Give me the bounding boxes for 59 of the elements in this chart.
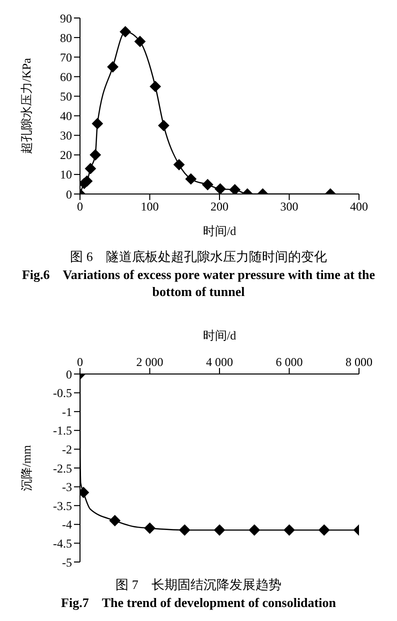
point xyxy=(84,163,96,174)
y-tick-label: 10 xyxy=(60,168,72,182)
y-tick-label: -3.5 xyxy=(53,498,72,513)
point xyxy=(120,26,131,38)
point xyxy=(214,183,226,194)
point xyxy=(214,524,225,536)
y-tick-label: -4 xyxy=(62,518,72,532)
point xyxy=(179,524,190,536)
x-tick-label: 2 000 xyxy=(136,355,164,369)
point xyxy=(109,515,120,526)
x-tick-label: 200 xyxy=(210,200,228,214)
x-axis-title: 时间/d xyxy=(202,224,236,238)
y-tick-label: -1 xyxy=(62,404,72,419)
x-tick-label: 400 xyxy=(350,200,368,214)
y-tick-label: 0 xyxy=(66,367,72,382)
point xyxy=(248,524,260,536)
text: 图 6 隧道底板处超孔隙水压力随时间的变化 xyxy=(69,248,328,266)
y-tick-label: 40 xyxy=(60,109,72,124)
y-tick-label: 70 xyxy=(60,50,72,64)
text: Fig.7 The trend of development of consolidation xyxy=(60,594,337,612)
point xyxy=(229,184,240,194)
x-tick-label: 8 000 xyxy=(346,355,372,369)
x-axis-title: 时间/d xyxy=(202,328,236,343)
point xyxy=(134,36,146,47)
y-tick-label: 30 xyxy=(60,128,72,143)
y-tick-label: 90 xyxy=(60,11,72,26)
y-tick-label: 0 xyxy=(66,187,72,202)
x-tick-label: 0 xyxy=(77,355,83,369)
y-tick-label: -3 xyxy=(62,480,72,494)
y-tick-label: -2 xyxy=(62,442,72,456)
point xyxy=(202,179,214,190)
y-axis-title: 超孔隙水压力/KPa xyxy=(19,57,34,154)
x-tick-label: 4 000 xyxy=(206,355,233,369)
y-tick-label: 50 xyxy=(60,89,72,104)
y-tick-label: -2.5 xyxy=(53,461,72,476)
y-tick-label: 20 xyxy=(60,148,72,162)
y-tick-label: 60 xyxy=(60,70,72,84)
x-tick-label: 0 xyxy=(77,200,83,214)
text: 图 7 长期固结沉降发展趋势 xyxy=(114,576,282,594)
y-tick-label: -1.5 xyxy=(53,424,72,438)
point xyxy=(90,149,101,160)
point xyxy=(284,524,295,536)
y-tick-label: -0.5 xyxy=(53,386,72,400)
y-tick-label: 80 xyxy=(60,30,72,45)
x-tick-label: 6 000 xyxy=(276,355,303,369)
point xyxy=(158,120,170,132)
x-tick-label: 100 xyxy=(140,200,159,214)
point xyxy=(150,80,161,92)
y-axis-title: 沉降/mm xyxy=(19,444,34,492)
x-tick-label: 300 xyxy=(280,200,298,214)
point xyxy=(174,159,185,170)
point xyxy=(318,524,330,536)
point xyxy=(92,118,103,130)
point xyxy=(107,61,118,72)
y-tick-label: -4.5 xyxy=(53,536,72,550)
text: Fig.6 Variations of excess pore water pressure with time at the bottom of tunnel xyxy=(20,266,376,300)
point xyxy=(144,522,156,534)
point xyxy=(185,173,196,184)
y-tick-label: -5 xyxy=(62,555,72,570)
